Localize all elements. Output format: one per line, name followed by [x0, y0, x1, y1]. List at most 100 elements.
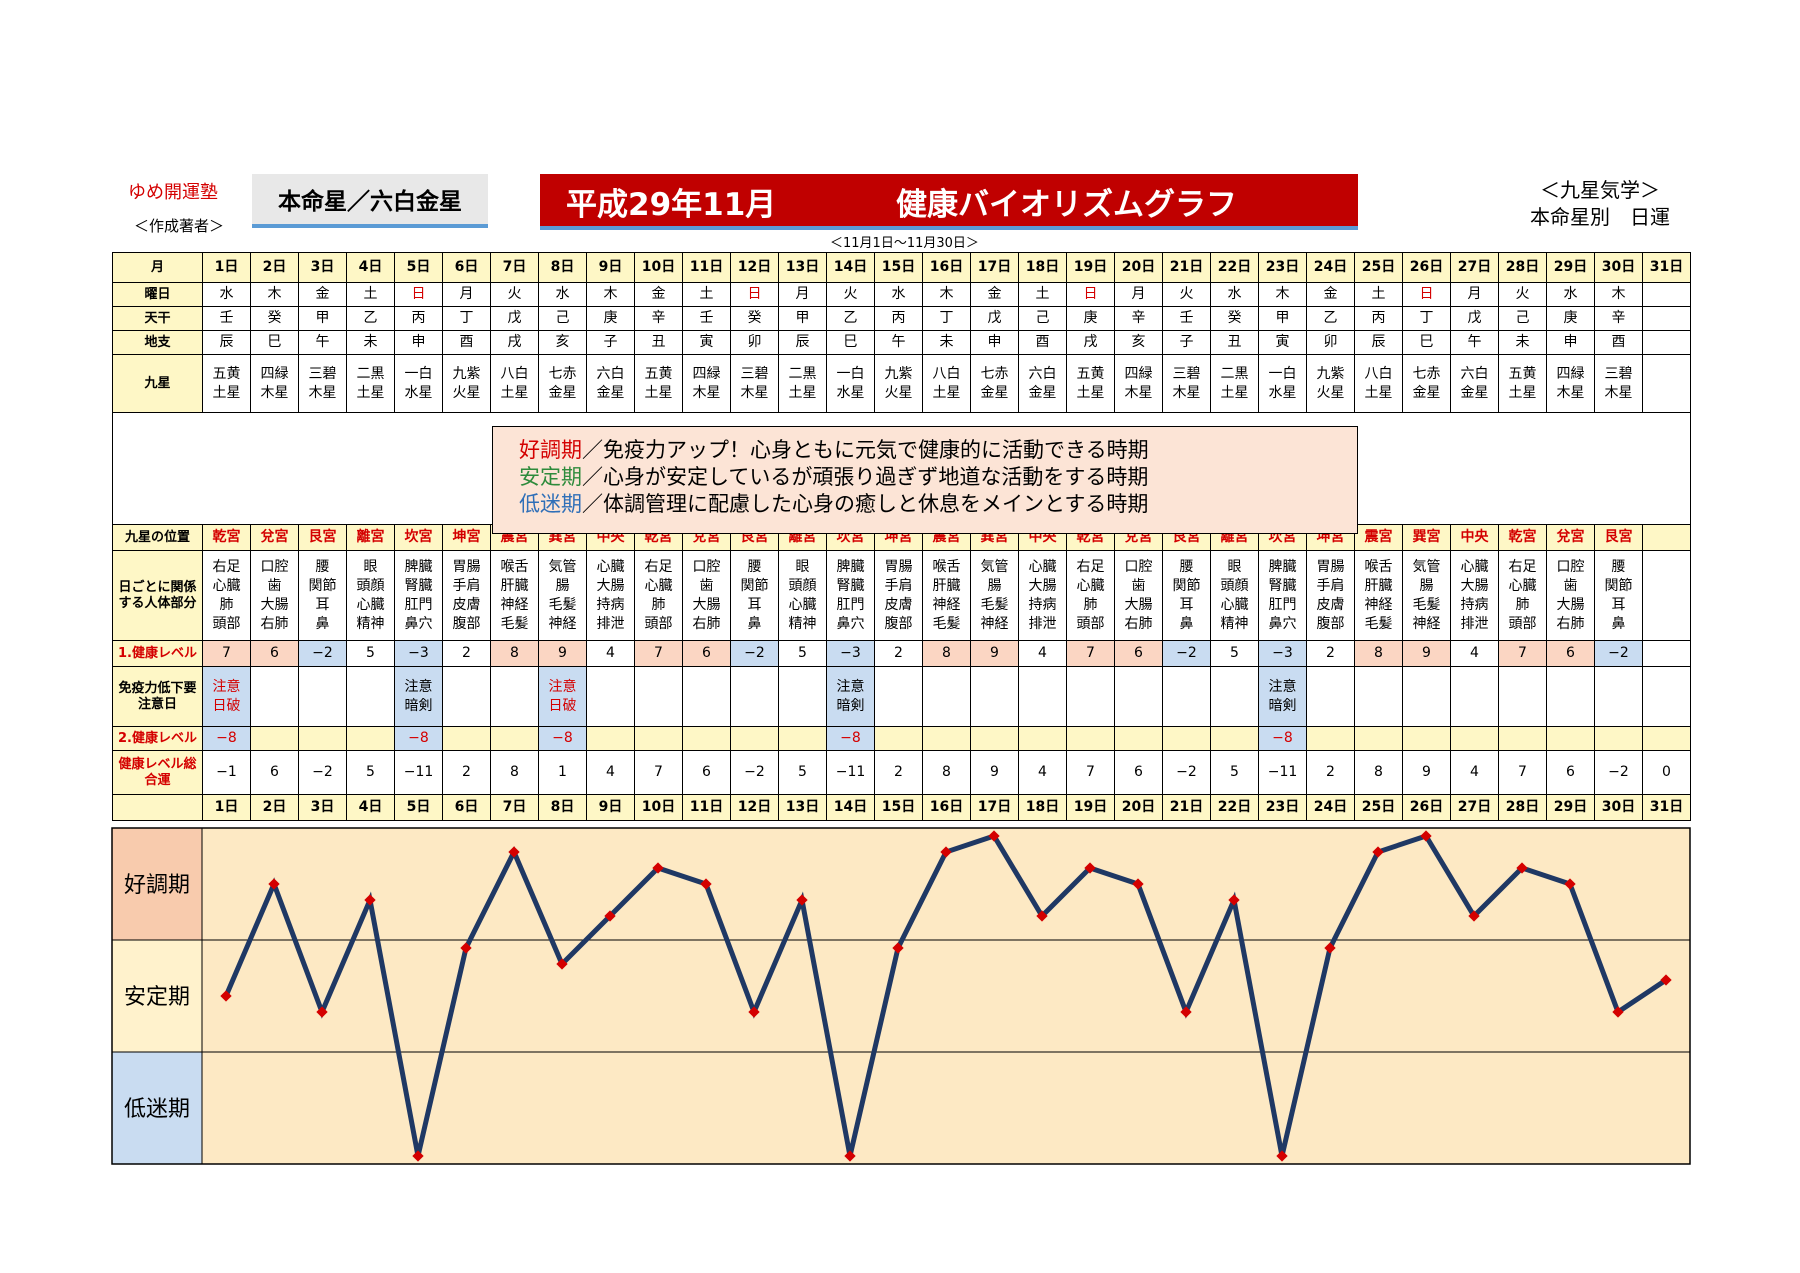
kyusei-cell: 五黄 土星: [1498, 354, 1547, 413]
cell-line: 腹部: [1316, 615, 1345, 632]
legend-low: 低迷期／体調管理に配慮した心身の癒しと休息をメインとする時期: [519, 492, 1149, 516]
data-point: [1036, 910, 1048, 922]
level2-cell: [970, 726, 1019, 751]
weekday-cell: 日: [1402, 282, 1451, 307]
cell-line: 八白: [1364, 365, 1393, 382]
cell-line: 五黄: [644, 365, 673, 382]
data-point: [796, 894, 808, 906]
cell-line: 三碧: [1604, 365, 1633, 382]
cell-line: 五黄: [1076, 365, 1105, 382]
level2-cell: [874, 726, 923, 751]
immune-cell: 注意 暗剣: [826, 666, 875, 727]
cell-line: 水星: [836, 384, 865, 401]
cell-line: 土星: [932, 384, 961, 401]
body-cell: 脾臓 腎臓 肛門 鼻穴: [1258, 550, 1307, 641]
chishi-cell: 寅: [1258, 330, 1307, 355]
cell-line: 腰: [1179, 558, 1194, 575]
cell-line: 木星: [1124, 384, 1153, 401]
cell-line: 三碧: [308, 365, 337, 382]
cell-line: 木星: [740, 384, 769, 401]
cell-line: 火星: [884, 384, 913, 401]
day-header: 26日: [1402, 252, 1451, 283]
cell-line: 土星: [356, 384, 385, 401]
tenkan-cell: 丁: [442, 306, 491, 331]
immune-cell: [970, 666, 1019, 727]
kyusei-cell: 四緑 木星: [682, 354, 731, 413]
body-cell: 腰関節耳鼻: [298, 550, 347, 641]
body-cell: 右足 心臓肺頭部: [1066, 550, 1115, 641]
cell-line: 口腔: [1124, 558, 1153, 575]
cell-line: 土星: [644, 384, 673, 401]
cell-line: 肺: [1515, 596, 1530, 613]
level1-cell: 4: [1450, 640, 1499, 667]
row-label-total: 健康レベル総合運: [112, 750, 203, 795]
cell-line: 鼻: [315, 615, 330, 632]
cell-line: 肝臓: [500, 577, 529, 594]
cell-line: 神経: [548, 615, 577, 632]
cell-line: 腎臓: [404, 577, 433, 594]
immune-cell: [1210, 666, 1259, 727]
weekday-cell: 木: [1594, 282, 1643, 307]
day-footer: 21日: [1162, 794, 1211, 821]
cell-line: 三碧: [740, 365, 769, 382]
kyusei-cell: 四緑 木星: [1114, 354, 1163, 413]
cell-line: 右肺: [260, 615, 289, 632]
footer-label: [112, 794, 203, 821]
cell-line: 頭部: [1076, 615, 1105, 632]
level2-cell: [1114, 726, 1163, 751]
cell-line: 注意: [548, 678, 577, 695]
cell-line: 胃腸: [884, 558, 913, 575]
day-header: 17日: [970, 252, 1019, 283]
day-header: 15日: [874, 252, 923, 283]
cell-line: 鼻: [747, 615, 762, 632]
cell-line: 木星: [692, 384, 721, 401]
tenkan-cell: 己: [538, 306, 587, 331]
day-footer: 11日: [682, 794, 731, 821]
kyusei-cell: 五黄 土星: [202, 354, 251, 413]
cell-line: 右肺: [692, 615, 721, 632]
level1-cell: 7: [202, 640, 251, 667]
cell-line: 六白: [596, 365, 625, 382]
level1-cell: 7: [1498, 640, 1547, 667]
body-cell: 口腔歯大腸 右肺: [1114, 550, 1163, 641]
immune-cell: [1066, 666, 1115, 727]
betsu-label: 本命星別 日運: [1530, 205, 1670, 229]
total-cell: 6: [250, 750, 299, 795]
cell-line: 大腸: [596, 577, 625, 594]
kyusei-cell: 三碧 木星: [1594, 354, 1643, 413]
plot-area: [201, 827, 1691, 1165]
day-footer: 30日: [1594, 794, 1643, 821]
chishi-cell: 戌: [490, 330, 539, 355]
cell-line: 注意: [404, 678, 433, 695]
level2-cell: [730, 726, 779, 751]
cell-line: 金星: [596, 384, 625, 401]
data-point: [940, 846, 952, 858]
cell-line: 一白: [404, 365, 433, 382]
level2-cell: [634, 726, 683, 751]
day-header: 20日: [1114, 252, 1163, 283]
cell-line: 心臓: [644, 577, 673, 594]
cell-line: 土星: [212, 384, 241, 401]
weekday-cell: [1642, 282, 1691, 307]
level2-cell: [1162, 726, 1211, 751]
cell-line: 右肺: [1556, 615, 1585, 632]
weekday-cell: 日: [394, 282, 443, 307]
cell-line: 持病: [596, 596, 625, 613]
total-cell: 0: [1642, 750, 1691, 795]
weekday-cell: 火: [1498, 282, 1547, 307]
day-header: 23日: [1258, 252, 1307, 283]
day-footer: 3日: [298, 794, 347, 821]
cell-line: 右足: [1076, 558, 1105, 575]
cell-line: 大腸: [260, 596, 289, 613]
immune-cell: [1642, 666, 1691, 727]
cell-line: 心臓: [356, 596, 385, 613]
cell-line: 心臓: [596, 558, 625, 575]
level2-cell: −8: [202, 726, 251, 751]
level1-cell: 7: [1066, 640, 1115, 667]
kyusei-cell: 一白 水星: [1258, 354, 1307, 413]
data-point: [1132, 878, 1144, 890]
cell-line: 腸: [1419, 577, 1434, 594]
cell-line: 腸: [987, 577, 1002, 594]
legend-stable: 安定期／心身が安定しているが頑張り過ぎず地道な活動をする時期: [519, 465, 1149, 489]
body-cell: 眼頭顔 心臓 精神: [778, 550, 827, 641]
